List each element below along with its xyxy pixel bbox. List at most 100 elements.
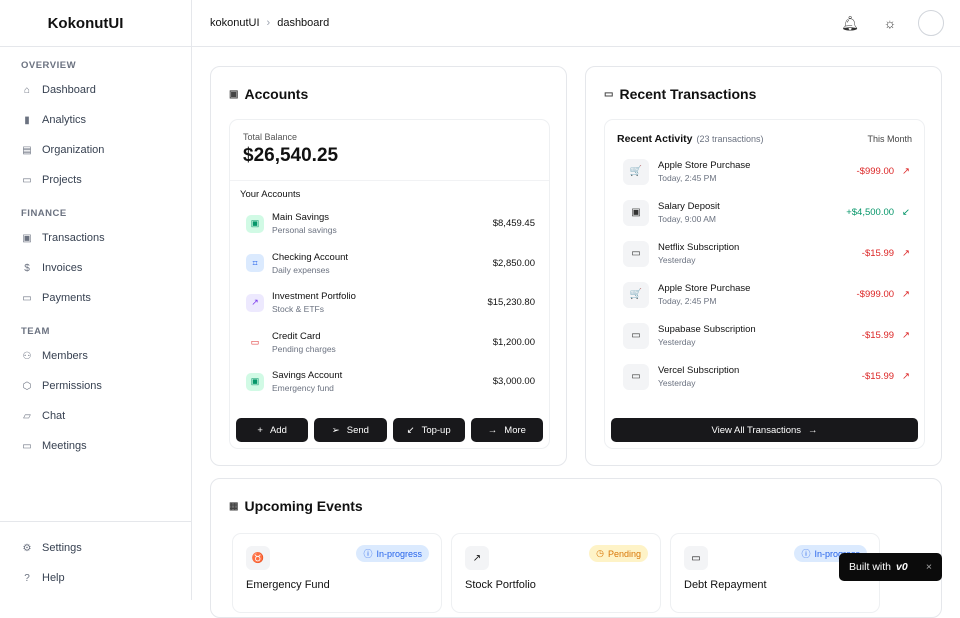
arrow-up-right-icon: ↗ — [902, 330, 910, 341]
period-selector[interactable]: This Month — [867, 134, 912, 144]
status-label: In-progress — [376, 548, 422, 559]
sidebar-item-meetings[interactable]: ▭ Meetings — [0, 431, 191, 461]
timer-icon: ◷ — [596, 548, 604, 558]
view-all-transactions-button[interactable]: View All Transactions → — [611, 418, 918, 442]
sidebar-item-transactions[interactable]: ▣ Transactions — [0, 223, 191, 253]
sidebar-item-permissions[interactable]: ⬡ Permissions — [0, 371, 191, 401]
account-icon: ▭ — [246, 333, 264, 352]
sidebar-item-dashboard[interactable]: ⌂ Dashboard — [0, 75, 191, 105]
sidebar-item-organization[interactable]: ▤ Organization — [0, 135, 191, 165]
sidebar-item-label: Projects — [42, 174, 82, 186]
sidebar-item-label: Dashboard — [42, 84, 96, 96]
receipt-icon: $ — [24, 262, 30, 274]
bell-icon[interactable]: 🔔︎ — [841, 14, 859, 31]
bar-chart-icon: ▮ — [24, 114, 30, 126]
users-icon: ⚇ — [22, 350, 32, 362]
add-icon: + — [257, 424, 263, 436]
avatar[interactable] — [918, 10, 944, 36]
sidebar-item-chat[interactable]: ▱ Chat — [0, 401, 191, 431]
accounts-title: Accounts — [244, 86, 309, 102]
event-card[interactable]: ♉ ⓘ In-progress Emergency Fund — [232, 533, 442, 613]
transaction-icon: ▭ — [623, 363, 649, 390]
account-row[interactable]: ▣ Savings Account Emergency fund $3,000.00 — [230, 362, 549, 402]
account-amount: $2,850.00 — [492, 257, 535, 269]
arrow-down-left-icon: ↙ — [902, 207, 910, 218]
transaction-time: Today, 2:45 PM — [658, 173, 717, 183]
account-row[interactable]: ⌗ Checking Account Daily expenses $2,850.00 — [230, 244, 549, 284]
sidebar-item-members[interactable]: ⚇ Members — [0, 341, 191, 371]
transaction-row[interactable]: 🛒 Apple Store Purchase Today, 2:45 PM -$999… — [605, 151, 924, 192]
sidebar-item-help[interactable]: ? Help — [0, 563, 191, 593]
account-name: Checking Account — [272, 251, 349, 263]
account-icon: ▣ — [246, 372, 264, 391]
account-amount: $1,200.00 — [492, 336, 535, 348]
wallet-icon: ▣ — [229, 88, 239, 100]
built-with-toast[interactable]: Built with v0 × — [839, 553, 942, 581]
building-icon: ▤ — [22, 144, 32, 156]
transaction-row[interactable]: ▭ Supabase Subscription Yesterday -$15.99 ↗ — [605, 315, 924, 356]
add-button[interactable]: + Add — [236, 418, 309, 442]
chevron-right-icon: › — [266, 17, 271, 29]
transaction-count: (23 transactions) — [696, 134, 764, 144]
transaction-name: Vercel Subscription — [658, 365, 740, 376]
status-badge: ⓘ In-progress — [356, 545, 429, 562]
send-button[interactable]: ➢ Send — [314, 418, 387, 442]
section-finance: FINANCE — [21, 208, 67, 219]
account-icon: ⌗ — [246, 254, 264, 273]
close-icon[interactable]: × — [925, 561, 932, 573]
transaction-row[interactable]: ▭ Vercel Subscription Yesterday -$15.99 ↗ — [605, 356, 924, 397]
event-title: Debt Repayment — [684, 579, 767, 591]
event-title: Stock Portfolio — [465, 579, 536, 591]
sidebar-item-label: Chat — [42, 410, 66, 422]
trending-up-icon: ↗ — [465, 546, 489, 570]
credit-card-icon: ▭ — [604, 88, 614, 100]
events-title: Upcoming Events — [244, 498, 363, 514]
top-up-button[interactable]: ↙ Top-up — [392, 418, 465, 442]
transaction-icon: 🛒 — [623, 158, 649, 185]
recent-activity-label: Recent Activity — [617, 133, 693, 145]
account-description: Pending charges — [272, 343, 336, 354]
account-row[interactable]: ▣ Main Savings Personal savings $8,459.45 — [230, 204, 549, 244]
account-row[interactable]: ▭ Credit Card Pending charges $1,200.00 — [230, 323, 549, 363]
sidebar-item-projects[interactable]: ▭ Projects — [0, 165, 191, 195]
account-description: Daily expenses — [272, 264, 330, 275]
sidebar-item-settings[interactable]: ⚙ Settings — [0, 533, 191, 563]
sidebar-item-analytics[interactable]: ▮ Analytics — [0, 105, 191, 135]
v0-logo: v0 — [896, 561, 908, 573]
event-card[interactable]: ↗ ◷ Pending Stock Portfolio — [451, 533, 661, 613]
transaction-name: Supabase Subscription — [658, 324, 756, 335]
events-card: ▦ Upcoming Events ♉ ⓘ In-progress Emergency … — [210, 478, 942, 618]
status-badge: ◷ Pending — [589, 545, 648, 562]
transaction-icon: 🛒 — [623, 281, 649, 308]
sidebar-item-label: Payments — [42, 292, 91, 304]
total-balance: $26,540.25 — [243, 145, 339, 166]
send-icon: ➢ — [331, 424, 340, 436]
sidebar-item-label: Help — [42, 572, 65, 584]
account-description: Emergency fund — [272, 383, 334, 394]
event-title: Emergency Fund — [246, 579, 330, 591]
transaction-row[interactable]: 🛒 Apple Store Purchase Today, 2:45 PM -$999… — [605, 274, 924, 315]
sidebar-item-payments[interactable]: ▭ Payments — [0, 283, 191, 313]
account-amount: $3,000.00 — [492, 376, 535, 388]
transaction-icon: ▣ — [623, 199, 649, 226]
transactions-card: ▭ Recent Transactions Recent Activity (23… — [585, 66, 942, 466]
breadcrumb-root[interactable]: kokonutUI — [210, 17, 260, 29]
sidebar-item-label: Organization — [42, 144, 105, 156]
sidebar-item-invoices[interactable]: $ Invoices — [0, 253, 191, 283]
sidebar-item-label: Transactions — [42, 232, 105, 244]
info-icon: ⓘ — [363, 549, 373, 559]
transaction-row[interactable]: ▣ Salary Deposit Today, 9:00 AM +$4,500.00 ↙ — [605, 192, 924, 233]
sidebar: KokonutUI OVERVIEW ⌂ Dashboard ▮ Analytics ▤ O… — [0, 0, 192, 600]
video-icon: ▭ — [22, 440, 32, 452]
sidebar-item-label: Members — [42, 350, 88, 362]
calendar-icon: ▦ — [229, 500, 239, 512]
account-row[interactable]: ↗ Investment Portfolio Stock & ETFs $15,230… — [230, 283, 549, 323]
more-button[interactable]: → More — [470, 418, 543, 442]
sidebar-item-label: Invoices — [42, 262, 83, 274]
brand-logo[interactable]: KokonutUI — [0, 0, 191, 47]
sidebar-item-label: Meetings — [42, 440, 87, 452]
arrow-up-right-icon: ↗ — [902, 289, 910, 300]
transaction-row[interactable]: ▭ Netflix Subscription Yesterday -$15.99 ↗ — [605, 233, 924, 274]
header: kokonutUI › dashboard 🔔︎ ☼ — [192, 0, 960, 47]
sun-icon[interactable]: ☼ — [883, 15, 897, 31]
